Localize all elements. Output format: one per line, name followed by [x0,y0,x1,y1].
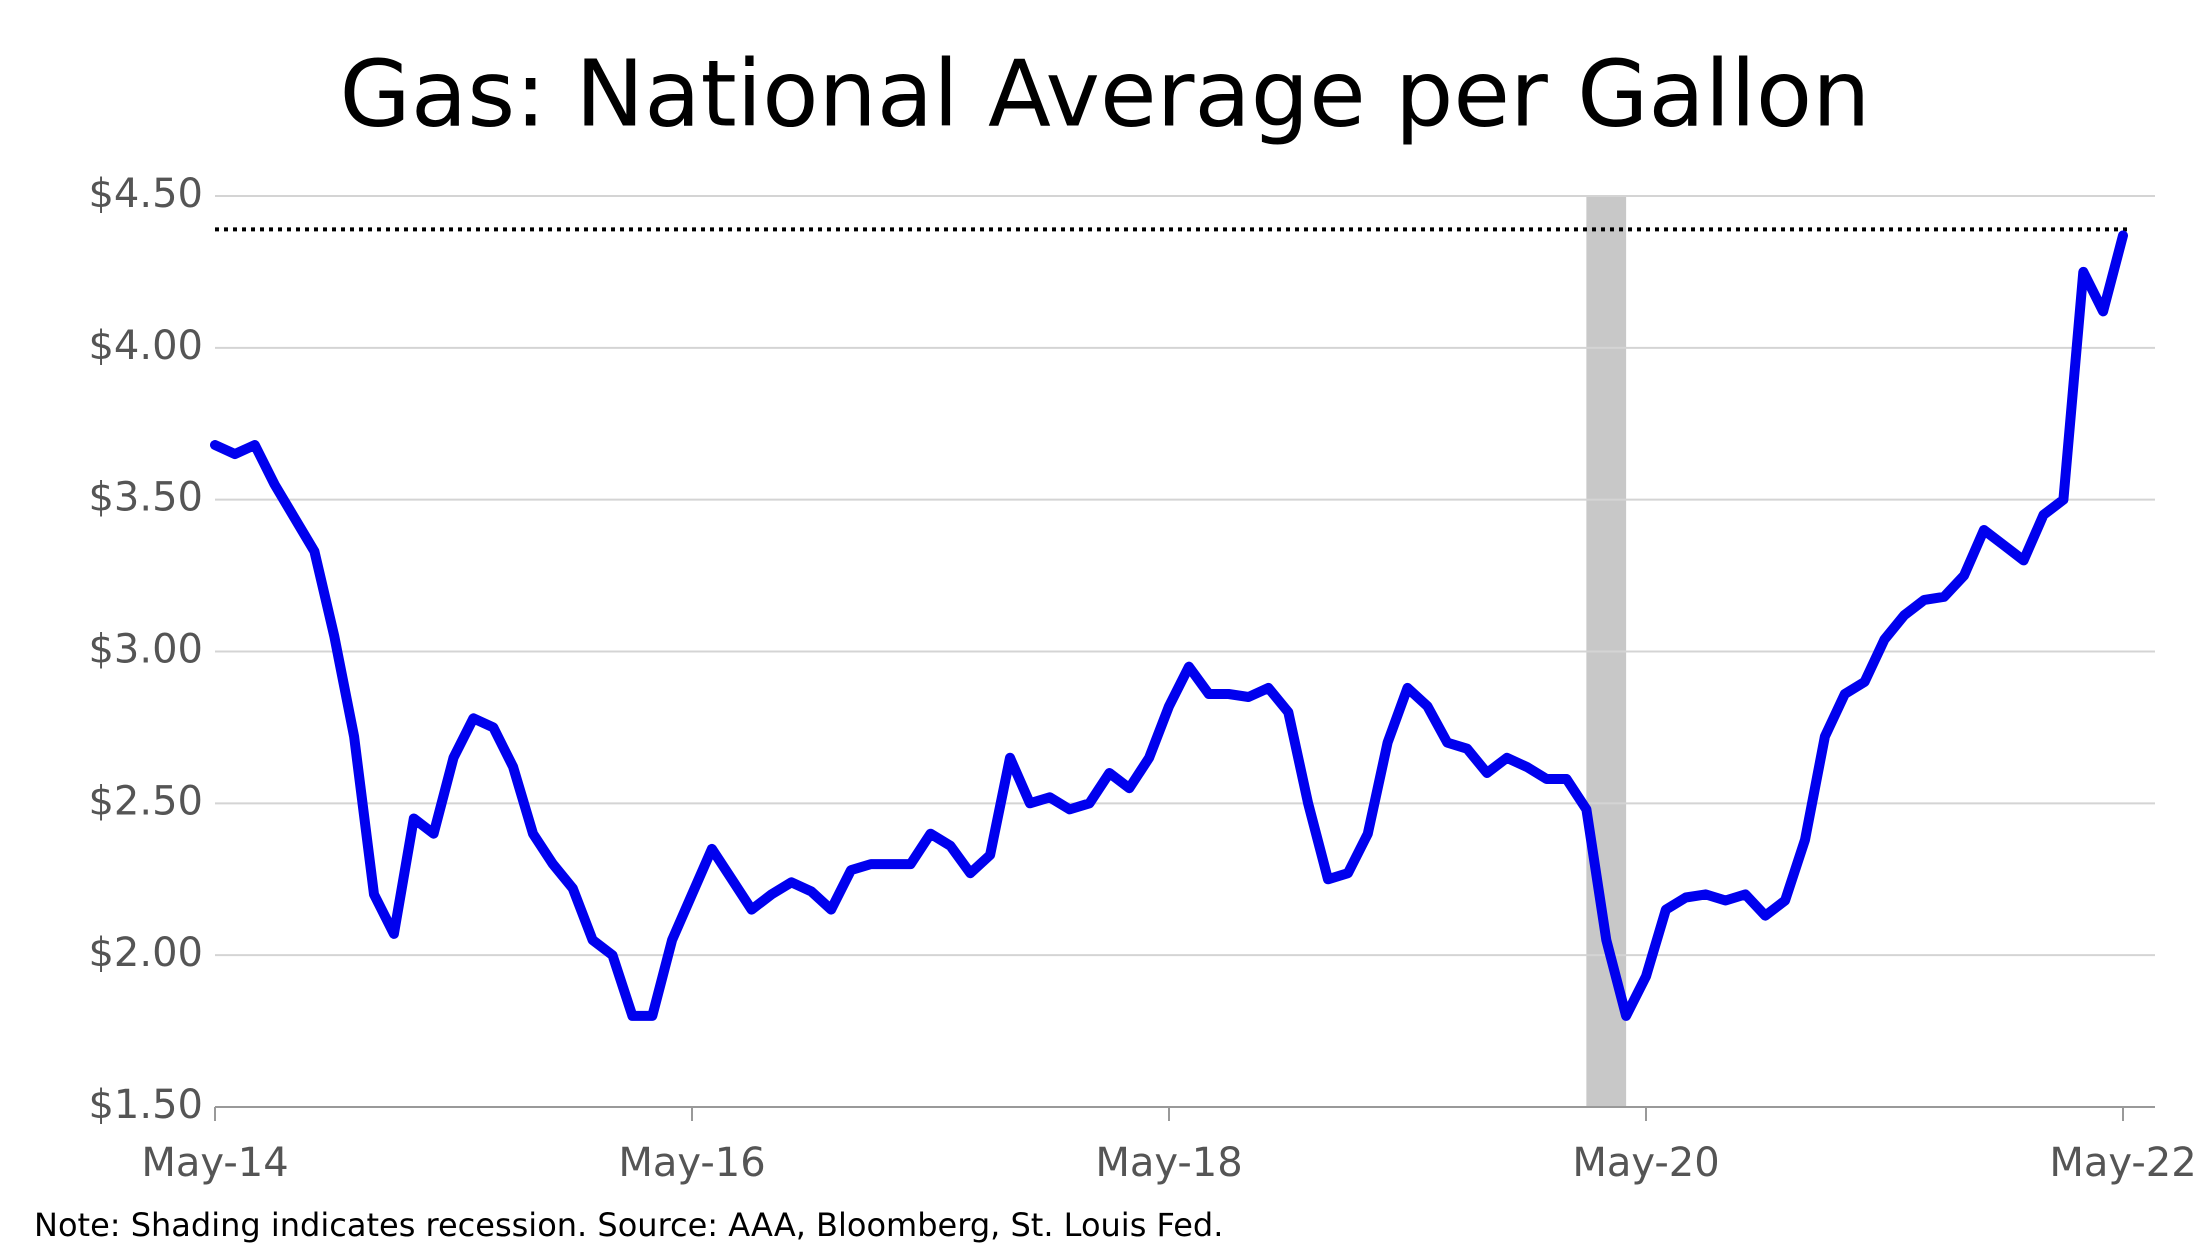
y-tick-label: $1.50 [88,1082,203,1128]
y-tick-label: $4.50 [88,171,203,217]
chart-title: Gas: National Average per Gallon [340,40,1871,147]
x-tick-label: May-14 [141,1140,288,1186]
data-line [210,230,2128,1021]
chart-note: Note: Shading indicates recession. Sourc… [34,1206,1223,1244]
y-tick-label: $2.50 [88,778,203,824]
x-tick-label: May-16 [618,1140,765,1186]
y-tick-label: $3.00 [88,627,203,673]
x-tick-label: May-20 [1572,1140,1719,1186]
x-tick-label: May-18 [1095,1140,1242,1186]
y-tick-label: $2.00 [88,930,203,976]
x-tick-label: May-22 [2049,1140,2196,1186]
y-tick-label: $4.00 [88,323,203,369]
y-tick-label: $3.50 [88,475,203,521]
